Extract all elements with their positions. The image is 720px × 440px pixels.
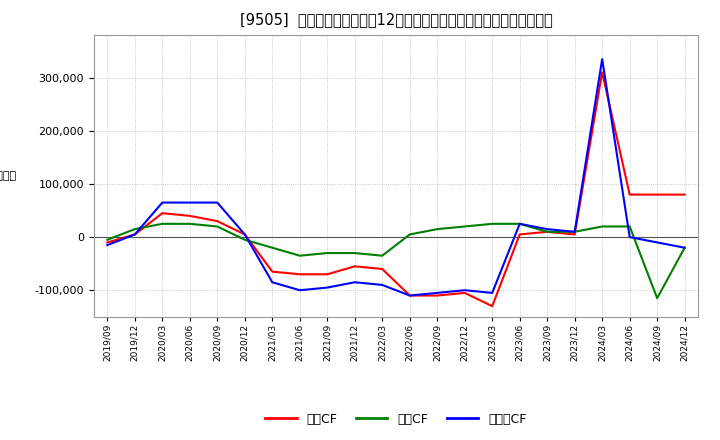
投資CF: [323, 250, 332, 256]
営業CF: [130, 232, 139, 237]
Y-axis label: （百万円）: （百万円）: [0, 171, 17, 181]
フリーCF: [213, 200, 222, 205]
営業CF: [488, 304, 497, 309]
フリーCF: [268, 280, 276, 285]
フリーCF: [240, 232, 249, 237]
Title: [9505]  キャッシュフローの12か月移動合計の対前年同期増減額の推移: [9505] キャッシュフローの12か月移動合計の対前年同期増減額の推移: [240, 12, 552, 27]
営業CF: [543, 229, 552, 235]
フリーCF: [516, 221, 524, 227]
フリーCF: [405, 293, 414, 298]
フリーCF: [351, 280, 359, 285]
フリーCF: [653, 240, 662, 245]
営業CF: [680, 192, 689, 197]
営業CF: [268, 269, 276, 274]
投資CF: [295, 253, 304, 258]
営業CF: [433, 293, 441, 298]
Legend: 営業CF, 投資CF, フリーCF: 営業CF, 投資CF, フリーCF: [261, 407, 531, 430]
投資CF: [378, 253, 387, 258]
営業CF: [378, 266, 387, 271]
フリーCF: [323, 285, 332, 290]
営業CF: [626, 192, 634, 197]
営業CF: [598, 70, 606, 75]
フリーCF: [543, 227, 552, 232]
フリーCF: [460, 288, 469, 293]
投資CF: [130, 227, 139, 232]
フリーCF: [130, 232, 139, 237]
投資CF: [516, 221, 524, 227]
投資CF: [186, 221, 194, 227]
フリーCF: [433, 290, 441, 296]
投資CF: [240, 237, 249, 242]
投資CF: [680, 245, 689, 250]
フリーCF: [680, 245, 689, 250]
Line: フリーCF: フリーCF: [107, 59, 685, 296]
投資CF: [598, 224, 606, 229]
フリーCF: [186, 200, 194, 205]
営業CF: [570, 232, 579, 237]
投資CF: [488, 221, 497, 227]
営業CF: [323, 271, 332, 277]
営業CF: [653, 192, 662, 197]
投資CF: [570, 229, 579, 235]
フリーCF: [103, 242, 112, 248]
投資CF: [213, 224, 222, 229]
投資CF: [626, 224, 634, 229]
Line: 投資CF: 投資CF: [107, 224, 685, 298]
営業CF: [351, 264, 359, 269]
フリーCF: [626, 235, 634, 240]
投資CF: [433, 227, 441, 232]
フリーCF: [488, 290, 497, 296]
営業CF: [186, 213, 194, 219]
営業CF: [295, 271, 304, 277]
フリーCF: [378, 282, 387, 288]
投資CF: [653, 296, 662, 301]
営業CF: [158, 211, 166, 216]
営業CF: [103, 240, 112, 245]
営業CF: [516, 232, 524, 237]
投資CF: [543, 229, 552, 235]
営業CF: [240, 232, 249, 237]
フリーCF: [158, 200, 166, 205]
Line: 営業CF: 営業CF: [107, 73, 685, 306]
営業CF: [213, 219, 222, 224]
投資CF: [268, 245, 276, 250]
投資CF: [405, 232, 414, 237]
投資CF: [351, 250, 359, 256]
フリーCF: [598, 56, 606, 62]
投資CF: [460, 224, 469, 229]
投資CF: [103, 237, 112, 242]
投資CF: [158, 221, 166, 227]
営業CF: [460, 290, 469, 296]
フリーCF: [570, 229, 579, 235]
営業CF: [405, 293, 414, 298]
フリーCF: [295, 288, 304, 293]
